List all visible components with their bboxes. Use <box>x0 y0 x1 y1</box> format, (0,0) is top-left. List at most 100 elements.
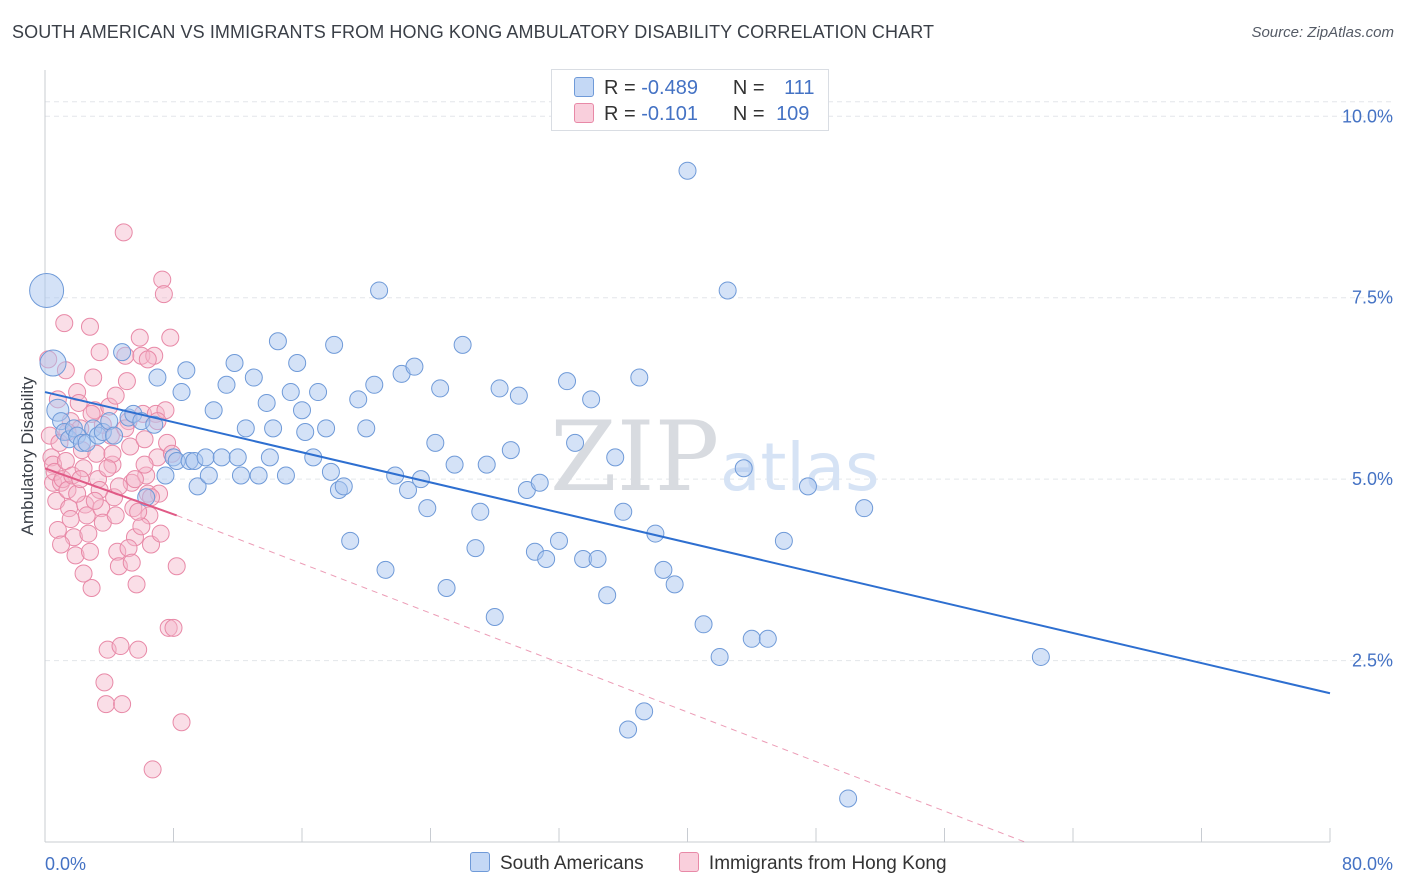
blue-points <box>29 161 1050 808</box>
data-point-hong-kong <box>119 539 138 558</box>
data-point-south-american <box>325 335 344 354</box>
data-point-south-american <box>734 459 753 478</box>
data-point-hong-kong <box>135 430 154 449</box>
data-point-south-american <box>530 473 549 492</box>
data-point-south-american <box>145 415 164 434</box>
data-point-hong-kong <box>127 575 146 594</box>
data-point-hong-kong <box>130 328 149 347</box>
data-point-south-american <box>177 361 196 380</box>
data-point-south-american <box>598 586 617 605</box>
data-point-south-american <box>630 368 649 387</box>
data-point-hong-kong <box>159 618 178 637</box>
data-point-hong-kong <box>164 618 183 637</box>
data-point-hong-kong <box>103 444 122 463</box>
data-point-south-american <box>217 375 236 394</box>
data-point-hong-kong <box>129 640 148 659</box>
legend-item-hong-kong: Immigrants from Hong Kong <box>678 852 947 875</box>
data-point-south-american <box>321 462 340 481</box>
data-point-hong-kong <box>113 695 132 714</box>
x-tick-label-min: 0.0% <box>45 854 86 874</box>
data-point-south-american <box>257 393 276 412</box>
data-point-south-american <box>431 379 450 398</box>
legend-row-south-americans: R = -0.489 N = 111 <box>574 75 814 101</box>
data-point-south-american <box>156 466 175 485</box>
data-point-south-american <box>204 401 223 420</box>
data-point-south-american <box>665 575 684 594</box>
data-point-south-american <box>188 477 207 496</box>
data-point-south-american <box>477 455 496 474</box>
legend-n-value: 111 <box>784 77 815 99</box>
data-point-hong-kong <box>106 506 125 525</box>
data-point-south-american <box>635 702 654 721</box>
data-point-hong-kong <box>90 343 109 362</box>
data-point-hong-kong <box>106 386 125 405</box>
data-point-hong-kong <box>80 317 99 336</box>
data-point-hong-kong <box>84 368 103 387</box>
data-point-south-american <box>774 531 793 550</box>
y-tick-label: 2.5% <box>1352 651 1393 671</box>
trend-lines <box>44 391 1331 843</box>
data-point-hong-kong <box>151 524 170 543</box>
data-point-south-american <box>365 375 384 394</box>
data-point-south-american <box>212 448 231 467</box>
data-point-south-american <box>1031 647 1050 666</box>
data-point-south-american <box>268 332 287 351</box>
data-point-south-american <box>490 379 509 398</box>
data-point-south-american <box>694 615 713 634</box>
series-legend: South Americans Immigrants from Hong Kon… <box>470 852 977 875</box>
data-point-south-american <box>276 466 295 485</box>
data-point-hong-kong <box>42 448 61 467</box>
y-tick-label: 7.5% <box>1352 288 1393 308</box>
legend-label: Immigrants from Hong Kong <box>708 853 947 874</box>
data-point-south-american <box>798 477 817 496</box>
data-point-hong-kong <box>79 524 98 543</box>
data-point-south-american <box>614 502 633 521</box>
data-point-south-american <box>558 372 577 391</box>
data-point-south-american <box>281 383 300 402</box>
data-point-hong-kong <box>138 350 157 369</box>
legend-r-value: -0.101 <box>641 103 698 125</box>
data-point-south-american <box>537 549 556 568</box>
data-point-south-american <box>606 448 625 467</box>
data-point-south-american <box>113 343 132 362</box>
x-axis-ticks <box>173 828 1331 842</box>
legend-row-hong-kong: R = -0.101 N = 109 <box>574 101 809 127</box>
data-point-south-american <box>296 422 315 441</box>
data-point-south-american <box>399 481 418 500</box>
data-point-hong-kong <box>52 535 71 554</box>
chart-title: SOUTH AMERICAN VS IMMIGRANTS FROM HONG K… <box>12 22 935 42</box>
correlation-legend: R = -0.489 N = 111 R = -0.101 N = 109 <box>551 69 829 131</box>
data-point-hong-kong <box>85 491 104 510</box>
data-point-hong-kong <box>114 223 133 242</box>
data-point-hong-kong <box>48 520 67 539</box>
data-point-south-american <box>309 383 328 402</box>
data-point-south-american <box>678 161 697 180</box>
legend-n-label: N = <box>732 103 765 125</box>
data-point-south-american <box>199 466 218 485</box>
data-point-south-american <box>654 560 673 579</box>
data-point-hong-kong <box>92 499 111 518</box>
legend-swatch-pink <box>574 103 594 123</box>
data-point-hong-kong <box>129 502 148 521</box>
data-point-hong-kong <box>53 470 72 489</box>
data-point-hong-kong <box>108 542 127 561</box>
data-point-south-american <box>137 488 156 507</box>
watermark-zip: ZIP <box>550 401 719 513</box>
data-point-hong-kong <box>80 542 99 561</box>
data-point-south-american <box>249 466 268 485</box>
data-point-hong-kong <box>132 517 151 536</box>
data-point-hong-kong <box>74 564 93 583</box>
data-point-south-american <box>855 499 874 518</box>
data-point-south-american <box>758 629 777 648</box>
data-point-hong-kong <box>95 673 114 692</box>
data-point-hong-kong <box>153 270 172 289</box>
data-point-south-american <box>334 477 353 496</box>
data-point-hong-kong <box>121 437 140 456</box>
data-point-hong-kong <box>167 557 186 576</box>
data-point-south-american <box>349 390 368 409</box>
data-point-south-american <box>236 419 255 438</box>
data-point-hong-kong <box>74 459 93 478</box>
data-point-south-american <box>437 579 456 597</box>
data-point-south-american <box>288 354 307 373</box>
data-point-hong-kong <box>122 553 141 572</box>
